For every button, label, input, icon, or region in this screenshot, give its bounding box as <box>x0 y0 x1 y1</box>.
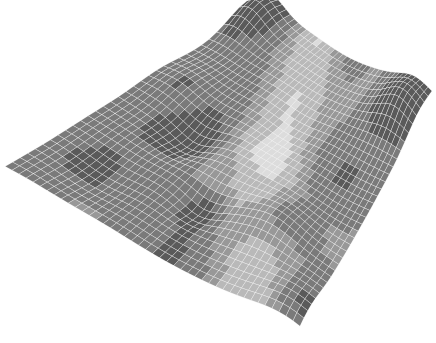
surface-plot <box>0 0 436 343</box>
page: (() => { JSON.parse(document.getElementB… <box>0 0 436 343</box>
